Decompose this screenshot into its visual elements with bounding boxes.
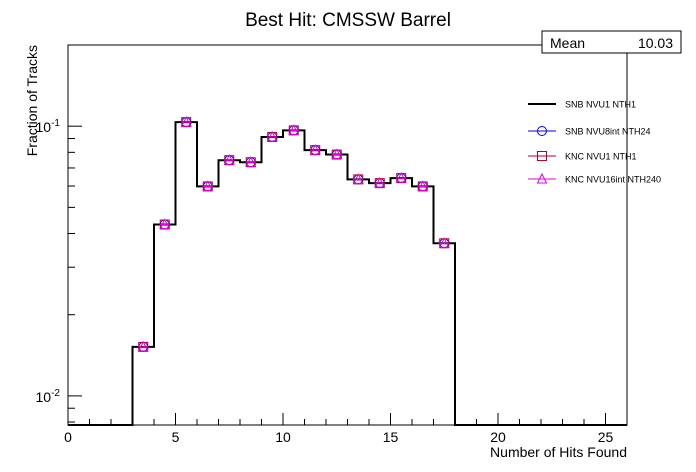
x-tick-label: 0: [64, 429, 72, 445]
y-axis-label: Fraction of Tracks: [24, 45, 40, 156]
data-point-triangle: [202, 180, 214, 191]
data-point-triangle: [266, 130, 278, 142]
data-point-triangle: [223, 154, 235, 165]
data-point-triangle: [438, 237, 450, 248]
stats-mean-value: 10.03: [638, 35, 673, 51]
y-tick-label: 10-2: [36, 388, 61, 405]
data-point-triangle: [417, 180, 429, 191]
legend-swatch-triangle: [536, 172, 548, 184]
y-tick-label: 10-1: [36, 118, 61, 135]
legend-label: KNC NVU1 NTH1: [565, 152, 637, 162]
data-point-triangle: [309, 144, 321, 155]
x-tick-label: 20: [490, 429, 506, 445]
data-point-triangle: [245, 156, 257, 167]
legend-label: SNB NVU1 NTH1: [565, 100, 636, 110]
stats-mean-label: Mean: [550, 35, 585, 51]
x-tick-label: 25: [598, 429, 614, 445]
legend-swatch-circle: [537, 126, 547, 136]
data-point-triangle: [395, 171, 407, 183]
data-point-triangle: [180, 116, 192, 127]
legend-label: SNB NVU8int NTH24: [565, 127, 651, 137]
data-point-triangle: [288, 124, 300, 135]
legend-swatch-square: [537, 151, 547, 161]
stats-box-frame: [541, 30, 682, 54]
data-point-triangle: [374, 177, 386, 188]
x-tick-label: 5: [172, 429, 180, 445]
legend: SNB NVU1 NTH1 SNB NVU8int NTH24 KNC NVU1 N…: [528, 100, 661, 185]
plot-frame: [67, 44, 628, 426]
x-tick-label: 15: [383, 429, 399, 445]
x-axis-label: Number of Hits Found: [490, 444, 627, 460]
legend-label: KNC NVU16int NTH240: [565, 175, 661, 185]
data-point-triangle: [331, 148, 343, 160]
data-point-triangle: [159, 218, 171, 230]
histogram-series-line: [68, 121, 627, 426]
chart-title: Best Hit: CMSSW Barrel: [245, 10, 451, 31]
data-point-triangle: [352, 173, 364, 184]
data-point-triangle: [137, 340, 149, 352]
stats-box: Mean 10.03: [541, 30, 682, 54]
x-tick-label: 10: [275, 429, 291, 445]
